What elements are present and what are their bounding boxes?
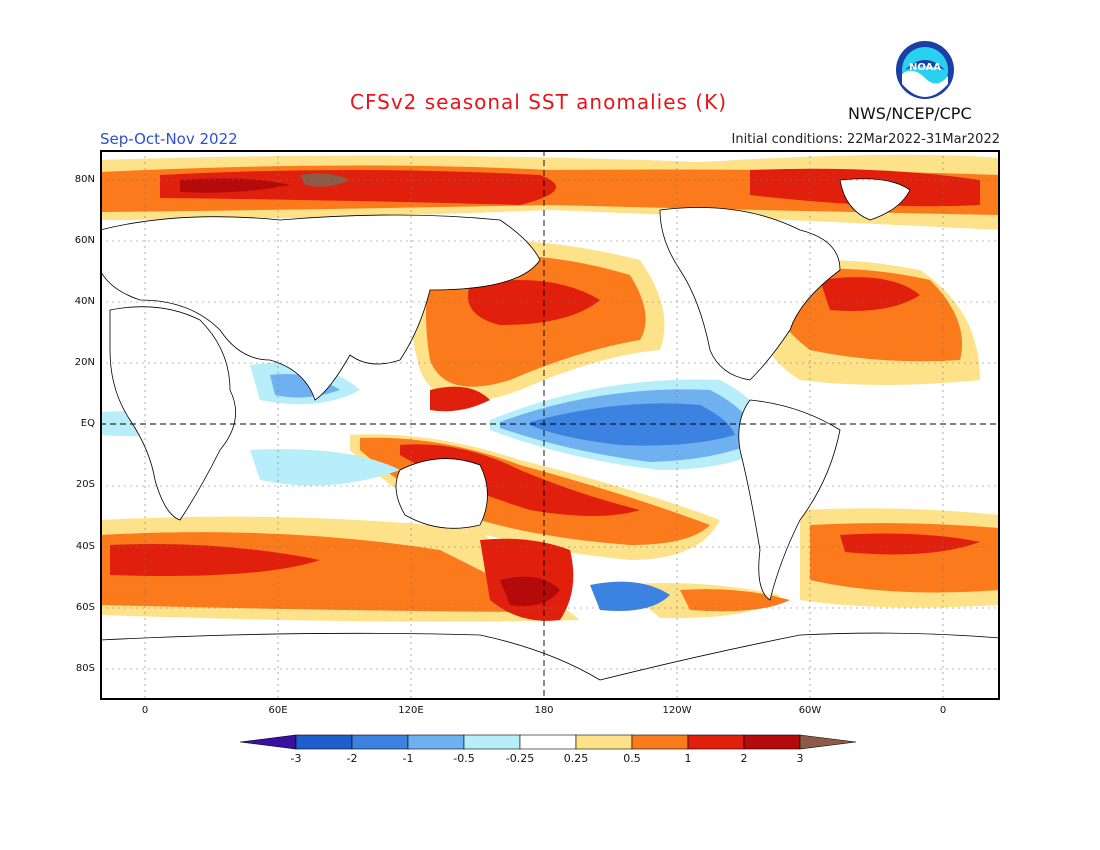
colorbar-segment [463, 734, 521, 750]
season-label: Sep-Oct-Nov 2022 [100, 130, 238, 148]
anomaly-satl-red [840, 533, 980, 555]
agency-label: NWS/NCEP/CPC [848, 104, 972, 123]
lat-label: 60S [75, 602, 95, 613]
initial-conditions-label: Initial conditions: 22Mar2022-31Mar2022 [731, 132, 1001, 147]
lat-label: 80S [75, 663, 95, 674]
anomaly-se-pac-orange [680, 589, 790, 612]
lat-label: 20N [74, 357, 95, 368]
colorbar-label: 0.5 [623, 752, 641, 765]
colorbar-segment [351, 734, 409, 750]
anomaly-nwpac-red [430, 386, 490, 412]
colorbar-segment [240, 734, 297, 750]
colorbar-label: -2 [346, 752, 358, 765]
land-greenland [839, 178, 911, 221]
lat-label: 40S [75, 541, 95, 552]
anomaly-sindian-cold [250, 449, 400, 486]
anomaly-arctic-dark [180, 178, 290, 193]
anomaly-socean-red [110, 544, 320, 576]
colorbar-segment [295, 734, 353, 750]
colorbar-label: 0.25 [563, 752, 589, 765]
land-antarctica [100, 632, 1000, 700]
colorbar-label: -0.25 [505, 752, 535, 765]
colorbar-segment [519, 734, 577, 750]
lon-label: 0 [141, 705, 149, 716]
lon-label: 120E [398, 705, 424, 716]
colorbar-label: 3 [796, 752, 804, 765]
land-masses [100, 178, 1000, 700]
colorbar-label: -3 [290, 752, 302, 765]
anomaly-arctic-red [160, 170, 556, 205]
land-north-america [659, 207, 841, 381]
colorbar-label: -1 [402, 752, 414, 765]
anomaly-arctic-brown [300, 173, 350, 187]
land-africa [109, 306, 236, 521]
lon-label: 60W [798, 705, 822, 716]
lat-label: 40N [74, 296, 95, 307]
colorbar-label: 1 [684, 752, 692, 765]
sst-anomaly-map [100, 150, 1000, 700]
anomaly-satl-orange [810, 523, 1000, 593]
anomaly-natl-red [820, 277, 920, 311]
colorbar-label: 2 [740, 752, 748, 765]
lat-label: 60N [74, 235, 95, 246]
lon-label: 180 [534, 705, 554, 716]
anomaly-enso-mid [530, 403, 735, 446]
anomaly-socean-dark [500, 576, 560, 606]
colorbar-segment [799, 734, 857, 750]
lat-grid [100, 179, 1000, 670]
map-frame [100, 150, 1000, 700]
colorbar-segment [743, 734, 801, 750]
lon-grid [144, 150, 944, 700]
colorbar [240, 734, 857, 750]
land-eurasia [100, 214, 541, 401]
colorbar-label: -0.5 [453, 752, 475, 765]
colorbar-segment [631, 734, 689, 750]
lon-label: 60E [268, 705, 288, 716]
lat-label: EQ [80, 418, 95, 429]
colorbar-segment [687, 734, 745, 750]
lat-label: 20S [75, 479, 95, 490]
lon-label: 120W [662, 705, 692, 716]
land-australia [395, 458, 488, 529]
lat-label: 80N [74, 174, 95, 185]
lon-label: 0 [939, 705, 947, 716]
map-title: CFSv2 seasonal SST anomalies (K) [350, 90, 727, 114]
logo-text: NOAA [909, 62, 941, 73]
colorbar-segment [575, 734, 633, 750]
land-south-america [738, 399, 841, 601]
anomaly-sopac-cold [590, 581, 670, 611]
anomaly-npac-red [468, 280, 600, 325]
noaa-logo: NOAA [896, 41, 954, 99]
colorbar-segment [407, 734, 465, 750]
